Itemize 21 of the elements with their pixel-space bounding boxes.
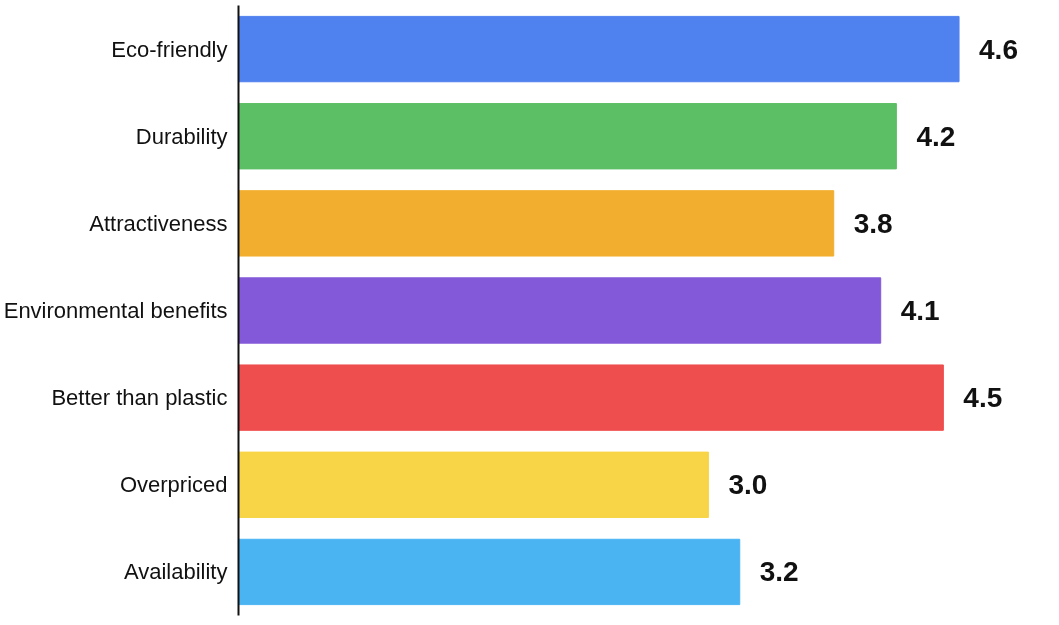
- y-tick-label: Durability: [135, 123, 228, 149]
- data-label: 3.2: [759, 556, 799, 588]
- y-tick-label: Environmental benefits: [3, 298, 228, 323]
- y-tick-label: Eco-friendly: [111, 36, 228, 62]
- y-tick-label: Attractiveness: [89, 210, 228, 236]
- data-label: 4.1: [900, 295, 940, 326]
- y-tick-label: Better than plastic: [51, 385, 228, 411]
- data-label: 4.2: [916, 120, 956, 152]
- bar: [238, 15, 960, 83]
- data-label: 3.8: [853, 207, 893, 239]
- bar: [238, 364, 944, 431]
- bar: [238, 451, 709, 518]
- bar: [238, 277, 882, 344]
- data-label: 4.5: [963, 382, 1003, 414]
- bar: [238, 190, 835, 257]
- data-label: 4.6: [979, 33, 1018, 65]
- y-tick-label: Overpriced: [119, 472, 228, 498]
- data-label: 3.0: [728, 469, 768, 501]
- bar: [238, 103, 897, 170]
- y-tick-label: Availability: [123, 559, 228, 585]
- bar: [238, 538, 741, 606]
